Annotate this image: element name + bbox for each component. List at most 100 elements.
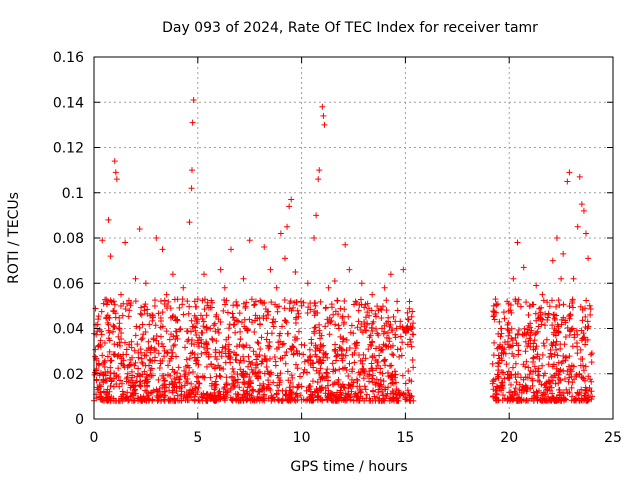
y-tick-label: 0.02 — [53, 367, 84, 383]
data-point — [132, 275, 139, 282]
data-point — [213, 311, 220, 318]
data-point — [346, 266, 353, 273]
data-point — [189, 119, 196, 126]
x-tick-label: 5 — [193, 430, 202, 446]
data-point — [240, 275, 247, 282]
data-point — [194, 296, 201, 303]
data-point — [99, 237, 106, 244]
data-point — [526, 302, 533, 309]
data-point — [169, 271, 176, 278]
data-point — [497, 325, 504, 332]
data-point — [574, 223, 581, 230]
data-point — [180, 284, 187, 291]
data-point — [400, 266, 407, 273]
data-point — [136, 225, 143, 232]
data-point — [105, 216, 112, 223]
y-tick-label: 0.1 — [62, 186, 84, 202]
axis-ticks: 0 5 10 15 20 25 0 0.02 0.04 0.06 0.08 0.1 0.12 0.14 0.… — [53, 50, 622, 446]
data-point — [325, 284, 332, 291]
data-point — [539, 291, 546, 298]
y-tick-label: 0 — [75, 412, 84, 428]
data-point — [319, 103, 326, 110]
data-point — [315, 176, 322, 183]
data-point — [174, 316, 181, 323]
data-point — [510, 275, 517, 282]
x-axis-label: GPS time / hours — [290, 459, 407, 475]
data-point — [313, 212, 320, 219]
data-point — [153, 235, 160, 241]
data-point — [288, 196, 295, 203]
y-axis-label: ROTI / TECUs — [6, 192, 22, 284]
data-point — [558, 275, 565, 282]
data-point — [217, 266, 224, 273]
data-point — [375, 307, 382, 314]
data-point — [117, 291, 124, 298]
data-point — [514, 239, 521, 246]
chart-title: Day 093 of 2024, Rate Of TEC Index for r… — [162, 20, 538, 36]
data-point — [284, 223, 291, 230]
data-point — [142, 280, 149, 287]
data-point — [321, 121, 328, 128]
data-point — [549, 257, 556, 264]
data-point — [228, 246, 235, 253]
data-point — [207, 325, 214, 332]
data-point — [587, 311, 594, 318]
data-point — [273, 284, 280, 291]
y-tick-label: 0.12 — [53, 141, 84, 157]
data-point — [381, 284, 388, 291]
data-point — [352, 298, 359, 305]
data-point — [163, 291, 170, 298]
data-point — [564, 178, 571, 185]
data-point — [267, 266, 274, 273]
data-point — [362, 314, 369, 321]
data-point — [504, 298, 511, 305]
x-tick-label: 25 — [604, 430, 622, 446]
data-point — [234, 302, 241, 309]
data-point — [149, 311, 156, 318]
data-point — [583, 230, 590, 237]
data-point — [113, 176, 120, 183]
data-points — [91, 96, 596, 404]
data-point — [553, 235, 560, 241]
data-point — [580, 207, 587, 214]
data-point — [520, 264, 527, 271]
data-point — [404, 323, 411, 330]
data-point — [533, 282, 540, 289]
data-point — [159, 246, 166, 253]
data-point — [252, 298, 259, 305]
data-point — [320, 112, 327, 119]
data-point — [298, 302, 305, 309]
data-point — [190, 96, 197, 103]
data-point — [331, 277, 338, 284]
data-point — [335, 325, 342, 332]
data-point — [107, 253, 114, 260]
data-point — [277, 230, 284, 237]
data-point — [281, 255, 288, 262]
data-point — [112, 169, 119, 176]
data-point — [186, 219, 193, 226]
data-point — [201, 271, 208, 278]
data-point — [103, 314, 110, 321]
data-point — [369, 291, 376, 298]
data-point — [95, 343, 102, 350]
data-point — [570, 275, 577, 282]
data-point — [316, 167, 323, 174]
data-point — [246, 237, 253, 244]
data-point — [578, 201, 585, 208]
y-tick-label: 0.16 — [53, 50, 84, 66]
data-point — [585, 255, 592, 262]
y-tick-label: 0.08 — [53, 231, 84, 247]
data-point-band — [91, 296, 596, 404]
data-point — [311, 235, 318, 241]
data-point — [342, 241, 349, 248]
x-tick-label: 20 — [500, 430, 518, 446]
x-tick-label: 10 — [293, 430, 311, 446]
data-point — [221, 284, 228, 291]
y-tick-label: 0.14 — [53, 95, 84, 111]
data-point — [491, 316, 498, 323]
data-point — [111, 158, 118, 165]
y-tick-label: 0.04 — [53, 322, 84, 338]
data-point — [286, 203, 293, 210]
x-tick-label: 0 — [90, 430, 99, 446]
data-point — [576, 173, 583, 180]
